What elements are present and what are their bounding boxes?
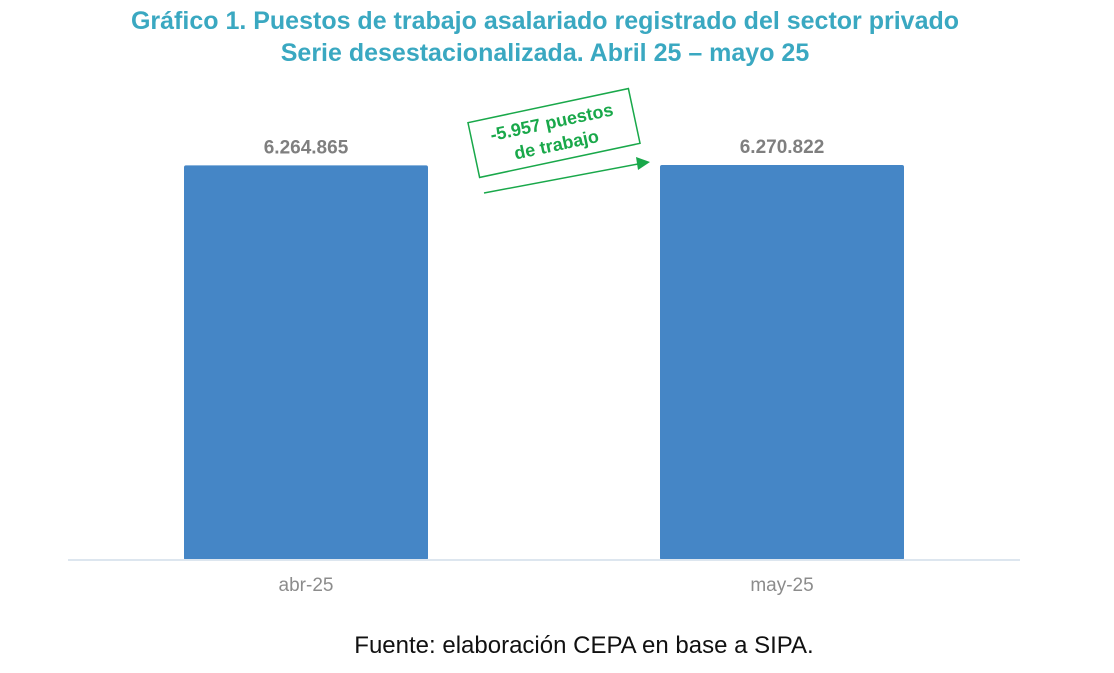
annotation-arrow-line: [483, 163, 639, 194]
annotation-arrowhead: [636, 157, 650, 170]
bar-abr-25: [184, 165, 428, 560]
value-label-abr-25: 6.264.865: [264, 137, 349, 158]
x-tick-label-abr-25: abr-25: [279, 575, 334, 596]
bars-layer: [184, 165, 904, 560]
chart-subtitle: Serie desestacionalizada. Abril 25 – may…: [280, 39, 810, 67]
x-tick-label-may-25: may-25: [750, 575, 813, 596]
value-label-may-25: 6.270.822: [740, 137, 825, 158]
chart-title: Gráfico 1. Puestos de trabajo asalariado…: [130, 7, 960, 35]
labels-layer: 6.264.865 abr-25 6.270.822 may-25: [264, 137, 825, 596]
change-annotation: -5.957 puestos de trabajo: [467, 87, 650, 194]
annotation-box: [467, 87, 641, 179]
bar-may-25: [660, 165, 904, 560]
source-note: Fuente: elaboración CEPA en base a SIPA.: [354, 632, 814, 659]
